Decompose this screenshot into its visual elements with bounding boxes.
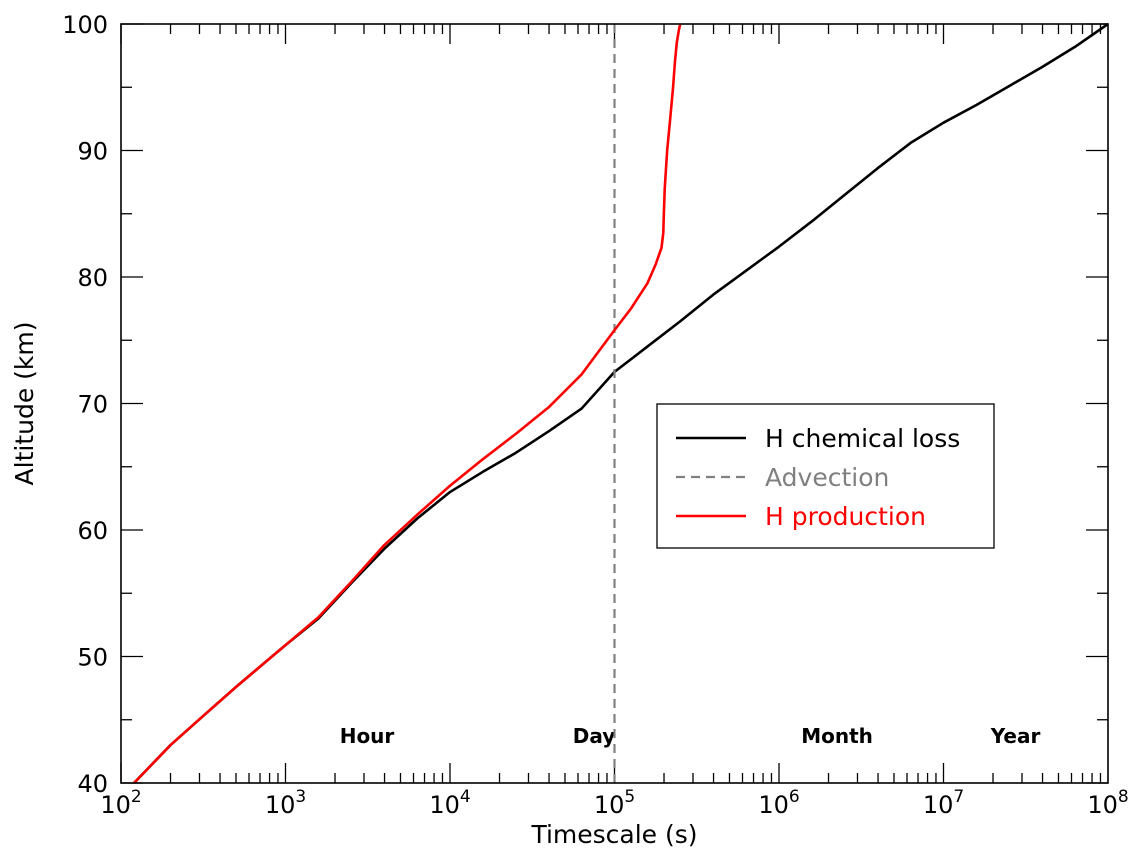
x-tick-label: 108 <box>1087 787 1128 819</box>
y-tick-label: 80 <box>77 264 108 292</box>
time-reference-labels: Hour Day Month Year <box>340 724 1041 748</box>
y-tick-label: 40 <box>77 770 108 798</box>
x-tick-label-base: 10 <box>594 791 625 819</box>
y-tick-label: 60 <box>77 517 108 545</box>
x-tick-label-exponent: 2 <box>131 787 142 807</box>
y-tick-label: 70 <box>77 391 108 419</box>
x-tick-label: 107 <box>923 787 964 819</box>
x-tick-label: 103 <box>265 787 306 819</box>
y-tick-label: 100 <box>62 11 108 39</box>
x-tick-label-exponent: 3 <box>295 787 306 807</box>
x-tick-label-exponent: 8 <box>1118 787 1129 807</box>
x-tick-label-base: 10 <box>429 791 460 819</box>
x-tick-label-base: 10 <box>923 791 954 819</box>
legend-entry-label: Advection <box>765 463 889 492</box>
x-tick-label-exponent: 7 <box>953 787 964 807</box>
y-tick-label: 90 <box>77 138 108 166</box>
x-tick-label: 105 <box>594 787 635 819</box>
x-tick-label-exponent: 6 <box>789 787 800 807</box>
x-tick-label: 102 <box>100 787 141 819</box>
x-axis-label: Timescale (s) <box>530 820 697 849</box>
legend-entry-label: H chemical loss <box>765 424 960 453</box>
time-reference-label: Year <box>990 724 1041 748</box>
x-tick-label-base: 10 <box>265 791 296 819</box>
plot-frame <box>120 23 1109 784</box>
time-reference-label: Day <box>573 724 616 748</box>
series-lines <box>133 22 1109 784</box>
y-axis-label: Altitude (km) <box>10 322 39 486</box>
x-tick-label-base: 10 <box>1087 791 1118 819</box>
x-tick-label-base: 10 <box>758 791 789 819</box>
legend-entry-label: H production <box>765 502 926 531</box>
x-tick-label-exponent: 4 <box>460 787 471 807</box>
series-line-2 <box>133 23 682 784</box>
x-tick-label-exponent: 5 <box>624 787 635 807</box>
x-tick-label-base: 10 <box>100 791 131 819</box>
legend: H chemical loss Advection H production <box>656 403 995 549</box>
y-tick-label: 50 <box>77 644 108 672</box>
time-reference-label: Hour <box>340 724 395 748</box>
time-reference-label: Month <box>801 724 873 748</box>
x-tick-label: 104 <box>429 787 470 819</box>
x-tick-label: 106 <box>758 787 799 819</box>
